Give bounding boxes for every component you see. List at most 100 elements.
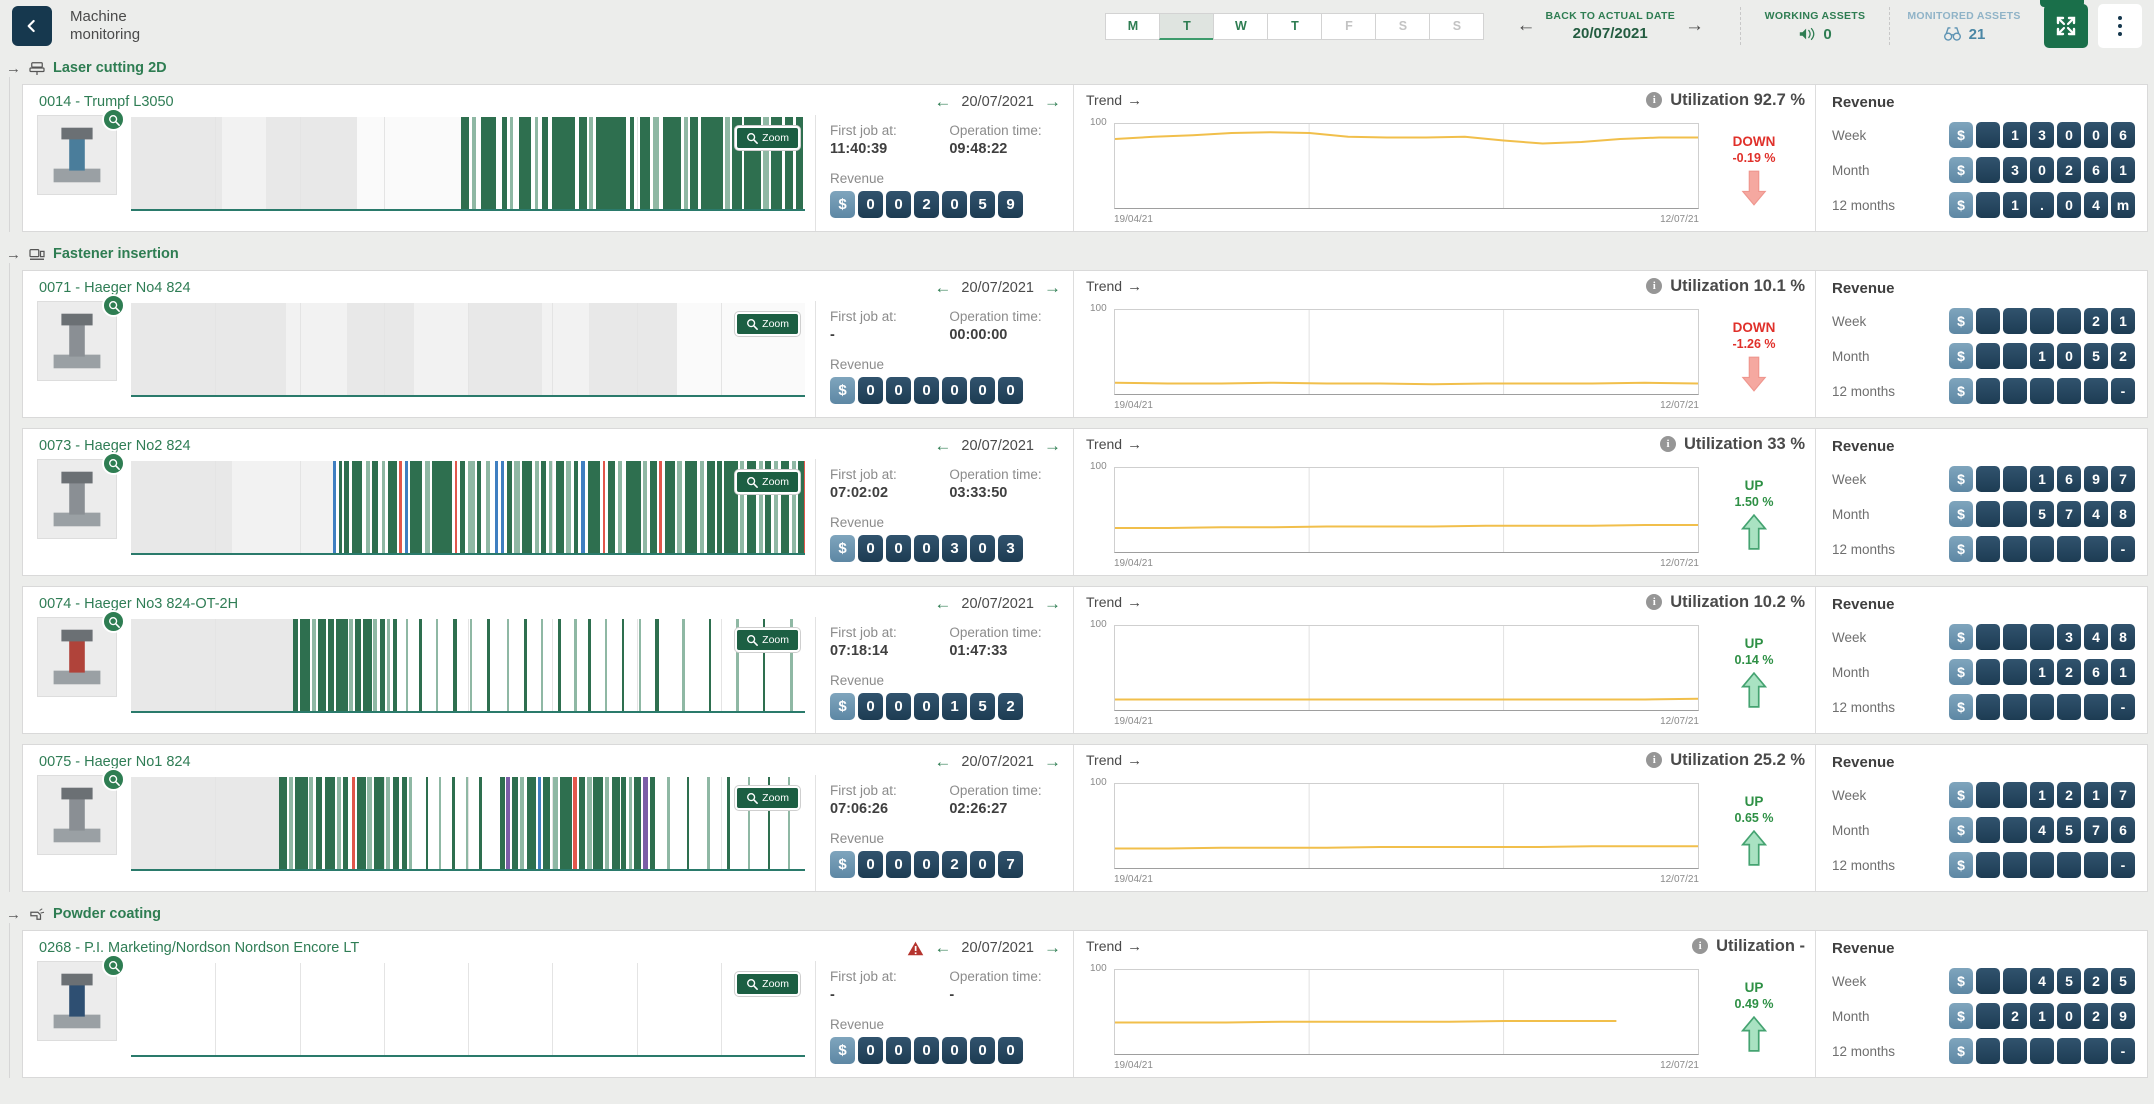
digit-box <box>2084 378 2108 404</box>
twelve-months-label: 12 months <box>1832 541 1896 557</box>
magnifier-badge-icon[interactable] <box>102 452 125 475</box>
machine-photo[interactable] <box>37 294 125 417</box>
machine-photo[interactable] <box>37 954 125 1077</box>
timeline-zoom-button[interactable]: Zoom <box>735 786 800 810</box>
machine-name[interactable]: 0268 - P.I. Marketing/Nordson Nordson En… <box>39 940 360 956</box>
section-title[interactable]: Fastener insertion <box>53 246 179 262</box>
magnifier-badge-icon[interactable] <box>102 954 125 977</box>
digit-box: 0 <box>970 535 995 562</box>
timeline-chart[interactable]: Zoom <box>131 117 805 211</box>
machine-photo[interactable] <box>37 452 125 575</box>
info-icon[interactable]: i <box>1646 278 1663 294</box>
prev-day-arrow[interactable]: ← <box>934 436 952 455</box>
timeline-job-stripe <box>419 619 423 711</box>
timeline-zoom-button[interactable]: Zoom <box>735 470 800 494</box>
utilization-trend-chart: 100 19/04/21 12/07/21 <box>1090 777 1699 885</box>
info-icon[interactable]: i <box>1646 594 1663 610</box>
machine-name[interactable]: 0071 - Haeger No4 824 <box>39 280 191 296</box>
timeline-zoom-button[interactable]: Zoom <box>735 972 800 996</box>
prev-day-arrow[interactable]: ← <box>934 752 952 771</box>
info-icon[interactable]: i <box>1692 938 1709 954</box>
machine-photo[interactable] <box>37 610 125 733</box>
trend-arrow-icon[interactable]: → <box>1127 435 1143 453</box>
magnifier-badge-icon[interactable] <box>102 294 125 317</box>
machine-photo[interactable] <box>37 108 125 231</box>
timeline-job-stripe <box>392 777 400 869</box>
timeline-chart[interactable]: Zoom <box>131 303 805 397</box>
fullscreen-button[interactable] <box>2044 4 2088 48</box>
week-label: Week <box>1832 973 1867 989</box>
timeline-chart[interactable]: Zoom <box>131 963 805 1057</box>
revenue-panel: Revenue Week $2 1 Month $1 0 5 2 12 months $ - <box>1815 271 2147 417</box>
prev-date-arrow[interactable]: ← <box>1506 15 1545 37</box>
next-date-arrow[interactable]: → <box>1675 15 1714 37</box>
revenue-panel: Revenue Week $3 4 8 Month $1 2 6 1 12 months $ - <box>1815 587 2147 733</box>
currency-box: $ <box>1949 308 1973 334</box>
timeline-zoom-button[interactable]: Zoom <box>735 312 800 336</box>
trend-arrow-icon[interactable]: → <box>1127 593 1143 611</box>
magnifier-badge-icon[interactable] <box>102 108 125 131</box>
fastener-insertion-icon <box>29 247 45 261</box>
next-day-arrow[interactable]: → <box>1044 938 1061 957</box>
magnifier-badge-icon[interactable] <box>102 768 125 791</box>
next-day-arrow[interactable]: → <box>1044 92 1061 111</box>
timeline-zoom-button[interactable]: Zoom <box>735 628 800 652</box>
info-icon[interactable]: i <box>1646 92 1663 108</box>
back-to-actual-date-label[interactable]: BACK TO ACTUAL DATE <box>1545 10 1675 22</box>
day-button-2[interactable]: W <box>1213 12 1269 40</box>
trend-indicator: DOWN -1.26 % <box>1703 297 1805 415</box>
section-title[interactable]: Powder coating <box>53 906 161 922</box>
digit-box <box>2003 694 2027 720</box>
monitored-assets: MONITORED ASSETS 21 <box>1900 10 2028 43</box>
magnifier-badge-icon[interactable] <box>102 610 125 633</box>
next-day-arrow[interactable]: → <box>1044 278 1061 297</box>
info-icon[interactable]: i <box>1646 752 1663 768</box>
warning-icon[interactable] <box>907 941 924 956</box>
prev-day-arrow[interactable]: ← <box>934 92 952 111</box>
machine-name[interactable]: 0074 - Haeger No3 824-OT-2H <box>39 596 239 612</box>
prev-day-arrow[interactable]: ← <box>934 278 952 297</box>
machine-name[interactable]: 0075 - Haeger No1 824 <box>39 754 191 770</box>
section-expand-arrow[interactable]: → <box>6 245 21 263</box>
next-day-arrow[interactable]: → <box>1044 436 1061 455</box>
timeline-job-stripe <box>379 619 386 711</box>
day-button-3[interactable]: T <box>1267 12 1323 40</box>
month-revenue-display: $1 2 6 1 <box>1949 659 2135 685</box>
back-button[interactable] <box>12 6 52 46</box>
trend-arrow-icon[interactable]: → <box>1127 751 1143 769</box>
day-button-1[interactable]: T <box>1159 12 1215 40</box>
trend-arrow-icon[interactable]: → <box>1127 277 1143 295</box>
day-button-0[interactable]: M <box>1105 12 1161 40</box>
section-title[interactable]: Laser cutting 2D <box>53 60 167 76</box>
timeline-job-stripe <box>649 461 657 553</box>
digit-box <box>2057 694 2081 720</box>
timeline-chart[interactable]: Zoom <box>131 777 805 871</box>
section-expand-arrow[interactable]: → <box>6 59 21 77</box>
next-day-arrow[interactable]: → <box>1044 752 1061 771</box>
machine-name[interactable]: 0014 - Trumpf L3050 <box>39 94 174 110</box>
machine-photo[interactable] <box>37 768 125 891</box>
more-options-button[interactable] <box>2098 4 2142 48</box>
machine-photo-image <box>37 775 117 855</box>
timeline-chart[interactable]: Zoom <box>131 461 805 555</box>
trend-arrow-icon[interactable]: → <box>1127 937 1143 955</box>
next-day-arrow[interactable]: → <box>1044 594 1061 613</box>
utilization-trend-chart: 100 19/04/21 12/07/21 <box>1090 117 1699 225</box>
prev-day-arrow[interactable]: ← <box>934 594 952 613</box>
trend-arrow-icon[interactable]: → <box>1127 91 1143 109</box>
timeline-chart[interactable]: Zoom <box>131 619 805 713</box>
prev-day-arrow[interactable]: ← <box>934 938 952 957</box>
machine-name[interactable]: 0073 - Haeger No2 824 <box>39 438 191 454</box>
section-expand-arrow[interactable]: → <box>6 905 21 923</box>
timeline-zoom-button[interactable]: Zoom <box>735 126 800 150</box>
info-icon[interactable]: i <box>1659 436 1676 452</box>
digit-box: 0 <box>2057 343 2081 369</box>
timeline-job-stripe <box>311 619 316 711</box>
timeline-job-stripe <box>439 777 442 869</box>
timeline-gridline <box>636 963 638 1055</box>
machine-info-panel: First job at: 07:06:26 Operation time: 02:2… <box>815 775 1073 891</box>
digit-box: 2 <box>2057 659 2081 685</box>
timeline-job-stripe <box>685 461 698 553</box>
digit-box <box>1976 1003 2000 1029</box>
